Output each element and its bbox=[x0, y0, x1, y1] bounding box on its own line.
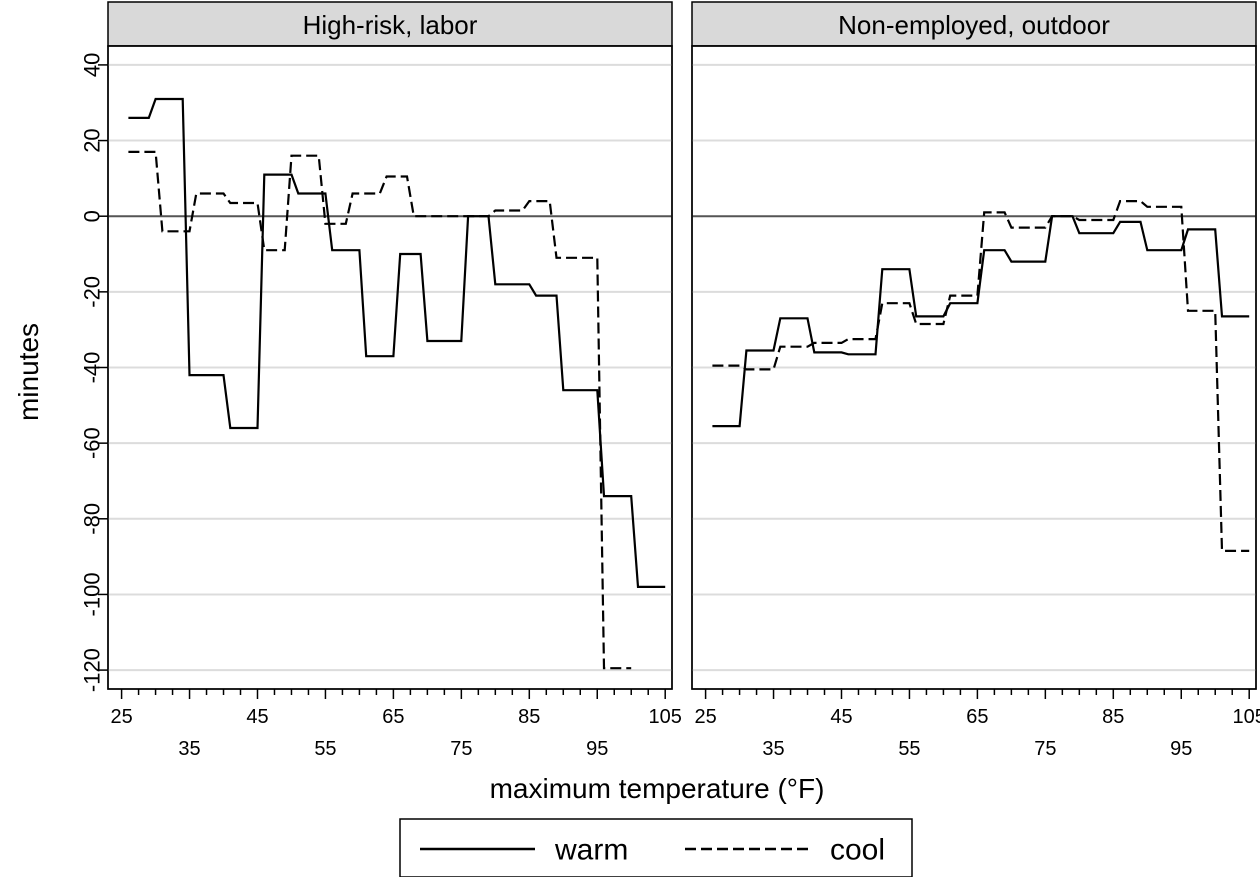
y-tick-label: -120 bbox=[80, 648, 105, 692]
x-tick-label: 75 bbox=[1034, 738, 1056, 760]
y-tick-label: -100 bbox=[80, 572, 105, 616]
x-tick-label: 85 bbox=[518, 706, 540, 728]
x-tick-label: 95 bbox=[586, 738, 608, 760]
legend-label-warm: warm bbox=[554, 834, 628, 867]
x-tick-label: 55 bbox=[898, 738, 920, 760]
x-tick-label: 105 bbox=[649, 706, 682, 728]
y-tick-label: 40 bbox=[80, 53, 105, 77]
series-line-warm bbox=[128, 97, 666, 589]
legend: warm cool bbox=[399, 818, 913, 878]
x-tick-label: 25 bbox=[110, 706, 132, 728]
x-tick-label: 65 bbox=[382, 706, 404, 728]
x-tick-label: 45 bbox=[246, 706, 268, 728]
x-tick-label: 55 bbox=[314, 738, 336, 760]
x-tick-label: 45 bbox=[830, 706, 852, 728]
x-tick-label: 75 bbox=[450, 738, 472, 760]
series-line-cool bbox=[128, 150, 632, 670]
x-tick-label: 35 bbox=[178, 738, 200, 760]
panel-2: Non-employed, outdoor 25 45 65 85 105 35 55 75 95 bbox=[691, 1, 1260, 760]
x-tick-label: 95 bbox=[1170, 738, 1192, 760]
panel-1: High-risk, labor 25 45 65 85 105 35 55 75 95 bbox=[107, 1, 682, 760]
x-tick-label: 65 bbox=[966, 706, 988, 728]
x-tick-label: 25 bbox=[694, 706, 716, 728]
panel-title: Non-employed, outdoor bbox=[838, 10, 1110, 40]
x-tick-label: 85 bbox=[1102, 706, 1124, 728]
y-tick-label: -60 bbox=[80, 427, 105, 459]
y-tick-label: -20 bbox=[80, 276, 105, 308]
legend-label-cool: cool bbox=[830, 834, 885, 867]
panel-title: High-risk, labor bbox=[303, 10, 478, 40]
x-tick-label: 35 bbox=[762, 738, 784, 760]
series-line-cool bbox=[712, 200, 1250, 553]
panel-header bbox=[691, 1, 1257, 47]
panel-header bbox=[107, 1, 673, 47]
y-tick-label: -80 bbox=[80, 503, 105, 535]
y-tick-label: 0 bbox=[80, 210, 105, 222]
series-line-warm bbox=[712, 215, 1250, 428]
plot-frame bbox=[691, 45, 1257, 690]
y-tick-label: -40 bbox=[80, 352, 105, 384]
y-tick-label: 20 bbox=[80, 128, 105, 152]
x-axis-title: maximum temperature (°F) bbox=[490, 773, 825, 804]
x-tick-label: 105 bbox=[1233, 706, 1260, 728]
y-axis-title: minutes bbox=[13, 323, 44, 421]
plot-frame bbox=[107, 45, 673, 690]
